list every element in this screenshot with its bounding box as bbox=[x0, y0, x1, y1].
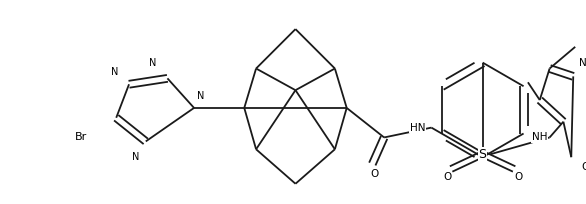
Text: O: O bbox=[514, 172, 522, 182]
Text: Br: Br bbox=[74, 132, 87, 142]
Text: S: S bbox=[479, 148, 486, 161]
Text: N: N bbox=[111, 68, 118, 78]
Text: O: O bbox=[370, 169, 379, 179]
Text: N: N bbox=[579, 58, 586, 68]
Text: N: N bbox=[132, 152, 139, 162]
Text: N: N bbox=[149, 58, 156, 68]
Text: N: N bbox=[197, 91, 205, 101]
Text: HN: HN bbox=[410, 123, 425, 133]
Text: O: O bbox=[581, 162, 586, 172]
Text: O: O bbox=[443, 172, 451, 182]
Text: NH: NH bbox=[532, 132, 547, 142]
